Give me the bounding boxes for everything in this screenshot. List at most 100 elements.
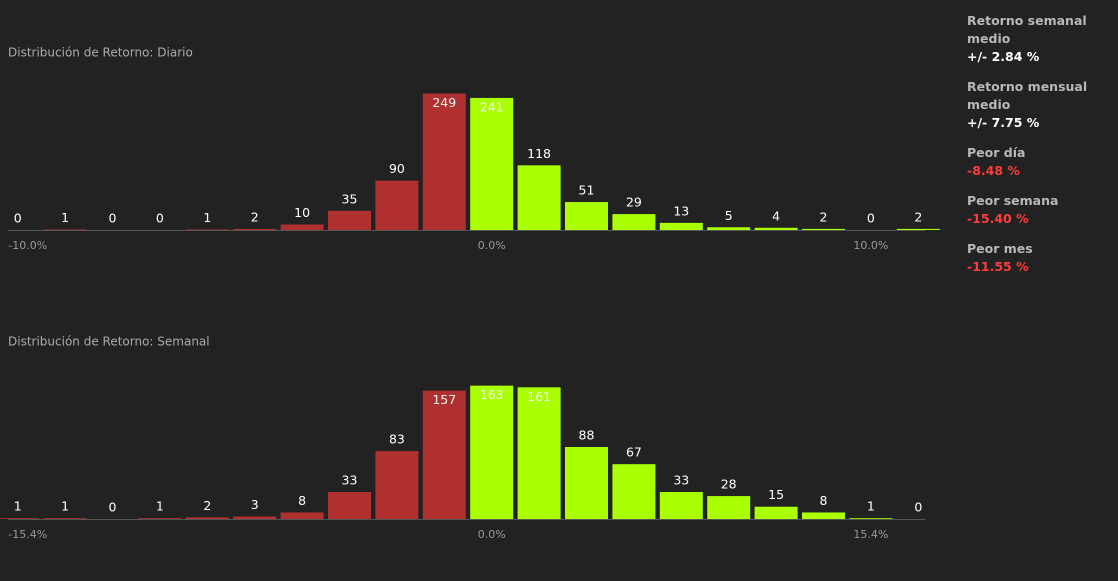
stat-label: Peor mes (967, 241, 1033, 256)
bar (896, 228, 940, 230)
stat-value: +/- 7.75 % (967, 115, 1040, 130)
bar (802, 228, 845, 230)
value-label: 28 (721, 477, 737, 492)
value-label: 13 (673, 203, 689, 218)
value-label: 249 (432, 95, 456, 110)
bar (612, 214, 656, 230)
bar (659, 222, 703, 230)
stat-label: Peor semana (967, 193, 1059, 208)
value-label: 0 (109, 211, 117, 226)
bar (754, 506, 798, 519)
value-label: 1 (156, 499, 164, 514)
value-label: 1 (61, 210, 69, 225)
bar (517, 165, 561, 230)
bar (233, 228, 277, 230)
value-label: 0 (14, 211, 22, 226)
bar (43, 229, 87, 230)
stat-value: -11.55 % (967, 259, 1029, 274)
bar (707, 227, 751, 230)
bar (280, 224, 324, 230)
bar (707, 496, 751, 519)
bar (422, 390, 466, 519)
value-label: 5 (725, 208, 733, 223)
stat: Peor mes -11.55 % (967, 240, 1112, 276)
value-label: 8 (298, 493, 306, 508)
stat: Peor semana -15.40 % (967, 192, 1112, 228)
chart-title: Distribución de Retorno: Diario (8, 46, 193, 60)
x-tick-label: 0.0% (478, 239, 506, 252)
value-label: 10 (294, 205, 310, 220)
stat-value: -8.48 % (967, 163, 1020, 178)
x-tick-label: -10.0% (8, 239, 47, 252)
bar (233, 516, 277, 519)
value-label: 1 (61, 499, 69, 514)
value-label: 0 (109, 500, 117, 515)
bar (470, 385, 514, 519)
bar (328, 492, 371, 519)
value-label: 2 (251, 209, 259, 224)
value-label: 2 (914, 209, 922, 224)
value-label: 15 (768, 487, 784, 502)
x-tick-label: -15.4% (8, 528, 47, 541)
bar (138, 518, 182, 519)
bar (802, 512, 845, 519)
bar (517, 387, 561, 519)
value-label: 29 (626, 195, 642, 210)
stat: Retorno mensual medio +/- 7.75 % (967, 78, 1112, 132)
bar (422, 93, 466, 230)
stat-label: Peor día (967, 145, 1026, 160)
stats-panel: Retorno semanal medio +/- 2.84 % Retorno m… (967, 12, 1112, 288)
value-label: 88 (579, 428, 595, 443)
value-label: 3 (251, 497, 259, 512)
value-label: 2 (820, 209, 828, 224)
bar (0, 518, 40, 519)
value-label: 1 (867, 499, 875, 514)
value-label: 8 (820, 493, 828, 508)
stat-label: Retorno mensual medio (967, 79, 1088, 112)
chart-title: Distribución de Retorno: Semanal (8, 335, 210, 349)
value-label: 118 (527, 146, 551, 161)
value-label: 67 (626, 445, 642, 460)
stat: Peor día -8.48 % (967, 144, 1112, 180)
value-label: 163 (480, 387, 504, 402)
value-label: 35 (342, 191, 358, 206)
bar (43, 518, 87, 519)
stat-value: +/- 2.84 % (967, 49, 1040, 64)
bar (185, 229, 229, 230)
value-label: 0 (867, 211, 875, 226)
value-label: 4 (772, 208, 780, 223)
bar (659, 492, 703, 519)
value-label: 51 (579, 183, 595, 198)
value-label: 90 (389, 161, 405, 176)
value-label: 0 (156, 211, 164, 226)
value-label: 241 (480, 99, 504, 114)
value-label: 83 (389, 432, 405, 447)
value-label: 157 (432, 392, 456, 407)
value-label: 1 (14, 499, 22, 514)
bar (565, 202, 608, 230)
bar (849, 518, 893, 519)
bar (185, 517, 229, 519)
bar (565, 447, 608, 519)
value-label: 0 (914, 500, 922, 515)
bar (328, 210, 371, 230)
bar (280, 512, 324, 519)
value-label: 33 (673, 473, 689, 488)
stat-value: -15.40 % (967, 211, 1029, 226)
x-tick-label: 10.0% (853, 239, 888, 252)
stat: Retorno semanal medio +/- 2.84 % (967, 12, 1112, 66)
bar (375, 451, 419, 519)
bar (375, 180, 419, 230)
bar (754, 227, 798, 230)
value-label: 2 (203, 498, 211, 513)
value-label: 161 (527, 389, 551, 404)
bar (470, 97, 514, 230)
x-tick-label: 0.0% (478, 528, 506, 541)
x-tick-label: 15.4% (853, 528, 888, 541)
value-label: 1 (203, 210, 211, 225)
stat-label: Retorno semanal medio (967, 13, 1087, 46)
bar (612, 464, 656, 519)
value-label: 33 (342, 473, 358, 488)
